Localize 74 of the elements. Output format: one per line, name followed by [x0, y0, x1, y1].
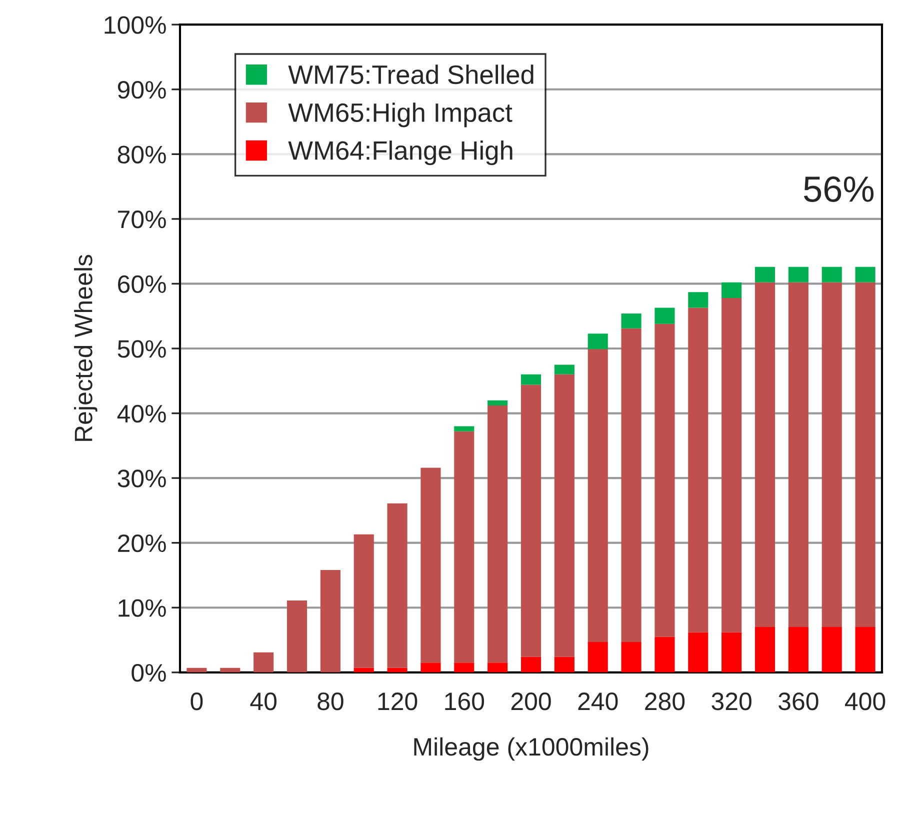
bar: [554, 656, 574, 672]
bar: [788, 266, 808, 282]
bar: [286, 600, 308, 672]
y-tick-label: 0%: [132, 664, 166, 682]
legend-label: WM64:Flange High: [288, 140, 512, 166]
x-tick-label: 120: [378, 692, 418, 710]
bar: [822, 282, 842, 628]
bar: [722, 632, 742, 672]
x-tick-label: 40: [250, 692, 276, 710]
bar: [588, 334, 608, 350]
bar: [688, 308, 708, 632]
x-tick-label: 400: [845, 692, 886, 710]
bar: [855, 627, 876, 672]
x-tick-label: 0: [190, 692, 203, 710]
bar: [654, 308, 675, 324]
bar: [254, 652, 274, 672]
bar: [654, 324, 675, 637]
bar: [354, 534, 374, 668]
bar: [788, 282, 808, 628]
bar: [621, 642, 642, 672]
bar: [488, 400, 508, 406]
y-tick-label: 10%: [118, 599, 166, 617]
bar: [822, 266, 842, 282]
bar: [387, 503, 408, 668]
bar: [722, 298, 742, 632]
y-tick-label: 80%: [118, 146, 166, 164]
x-tick-label: 200: [511, 692, 551, 710]
bar: [588, 642, 608, 672]
bar: [722, 282, 742, 298]
y-tick-label: 30%: [118, 470, 166, 488]
bar: [788, 627, 808, 672]
x-tick-label: 240: [578, 692, 618, 710]
bar: [855, 282, 876, 628]
legend-label: WM65:High Impact: [288, 102, 512, 128]
bar: [520, 374, 542, 385]
bar: [688, 632, 708, 672]
bar: [621, 314, 642, 328]
y-tick-label: 70%: [118, 210, 166, 228]
y-tick-label: 50%: [118, 340, 166, 358]
bar: [554, 374, 574, 657]
y-axis-title: Rejected Wheels: [74, 254, 98, 441]
bar: [754, 282, 776, 628]
annotation: 56%: [804, 176, 874, 202]
bar: [454, 426, 474, 432]
bar: [754, 266, 776, 282]
y-tick-label: 100%: [104, 16, 166, 34]
bar: [621, 328, 642, 642]
legend-label: WM75:Tread Shelled: [288, 64, 534, 84]
bar: [454, 431, 474, 663]
bar: [488, 406, 508, 663]
bar: [420, 468, 441, 663]
bar: [420, 662, 441, 672]
bar: [822, 627, 842, 672]
bar: [855, 266, 876, 282]
bar: [520, 384, 542, 657]
x-tick-label: 360: [778, 692, 818, 710]
bar: [488, 662, 508, 672]
bar: [554, 364, 574, 374]
y-tick-label: 60%: [118, 275, 166, 294]
bar: [320, 570, 340, 672]
x-axis-title: Mileage (x1000miles): [414, 737, 648, 761]
bar: [754, 627, 776, 672]
bar: [654, 636, 675, 672]
bar: [588, 349, 608, 642]
x-tick-label: 160: [445, 692, 484, 710]
x-tick-label: 80: [318, 692, 344, 710]
x-tick-label: 280: [645, 692, 685, 710]
x-tick-label: 320: [712, 692, 752, 710]
y-tick-label: 40%: [117, 404, 166, 423]
y-tick-label: 20%: [118, 534, 166, 552]
y-tick-label: 90%: [118, 80, 166, 99]
bar: [688, 292, 708, 308]
bar: [520, 656, 542, 672]
bar: [454, 662, 474, 672]
